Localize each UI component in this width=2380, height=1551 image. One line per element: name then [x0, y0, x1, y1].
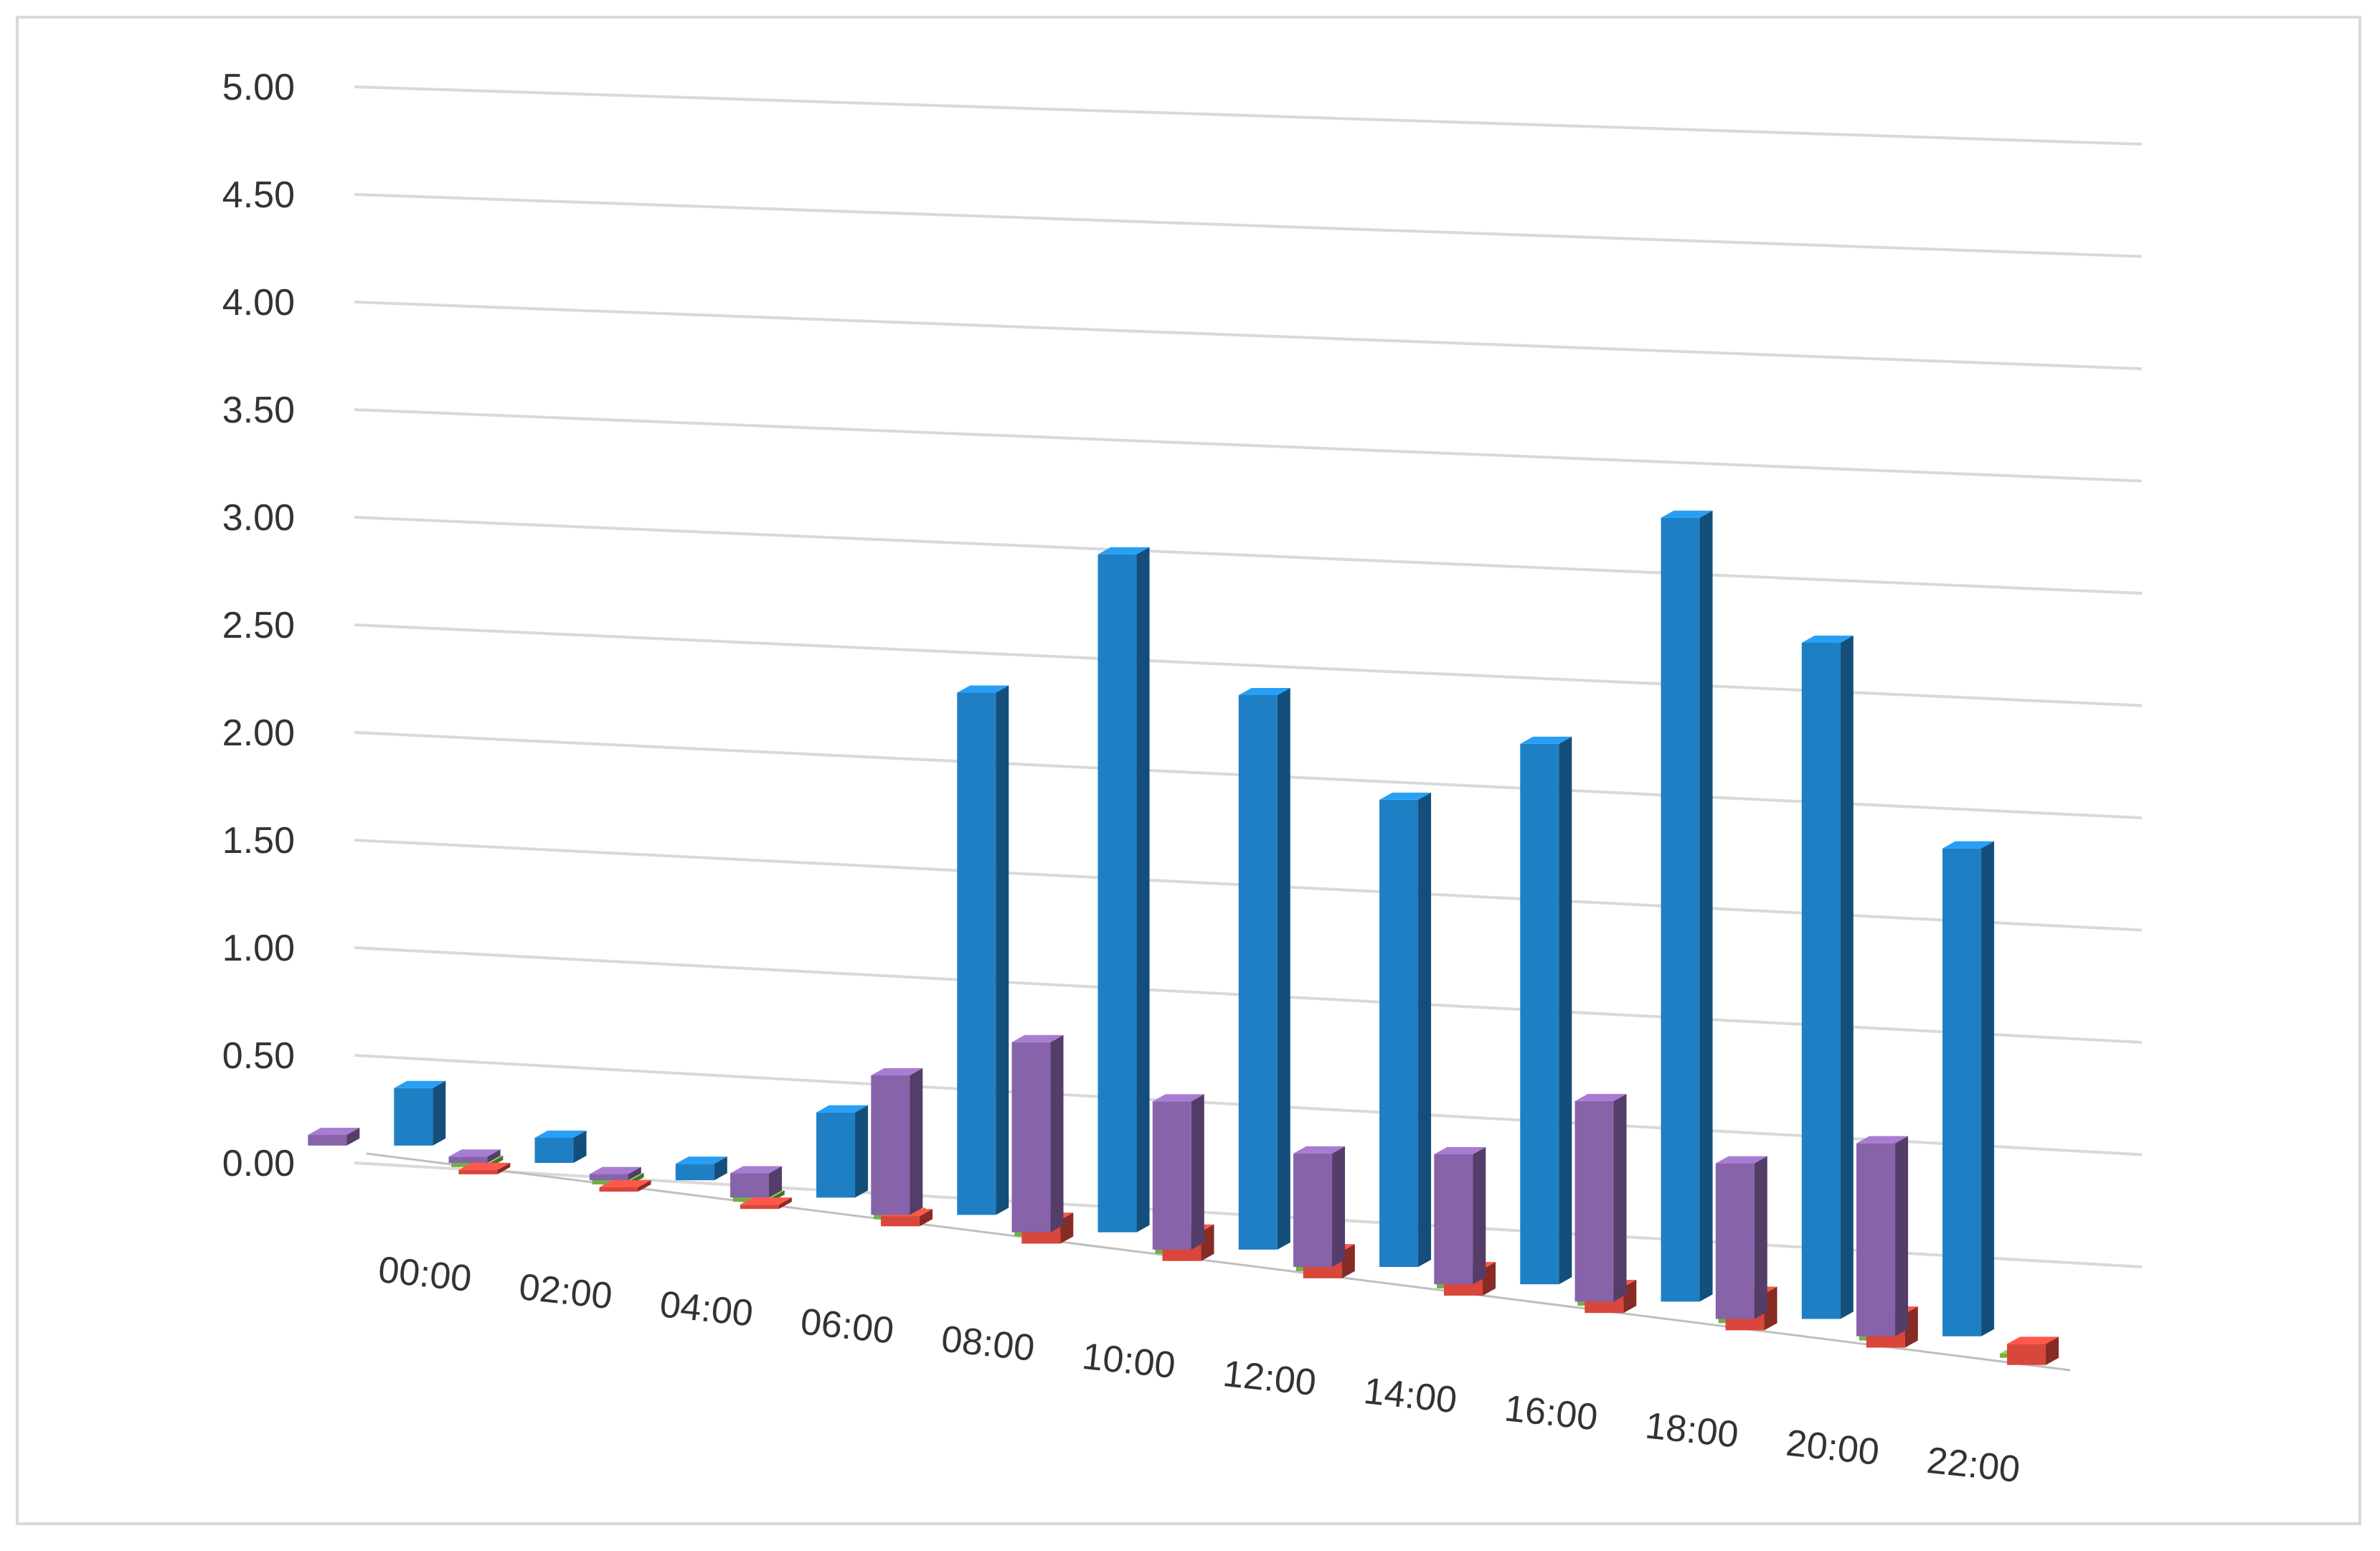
gridline [354, 85, 2143, 146]
bar [730, 1166, 783, 1198]
x-category-label: 00:00 [377, 1249, 473, 1300]
bar [1152, 1094, 1204, 1250]
y-axis-tick-labels: 0.00 0.50 1.00 1.50 2.00 2.50 3.00 3.50 4.00 4.50… [222, 67, 295, 1184]
gridline [354, 516, 2143, 595]
bars [308, 510, 2059, 1365]
x-category-label: 02:00 [517, 1266, 614, 1317]
bar [675, 1156, 727, 1181]
bar [394, 1080, 446, 1146]
bar [1434, 1147, 1486, 1285]
bar [1801, 635, 1854, 1319]
y-tick-label: 4.00 [222, 282, 295, 324]
y-tick-label: 4.50 [222, 174, 295, 216]
chart-frame: 0.00 0.50 1.00 1.50 2.00 2.50 3.00 3.50 4.00 4.50… [16, 16, 2361, 1525]
x-category-label: 16:00 [1503, 1387, 1600, 1438]
chart-floor [366, 1152, 2071, 1372]
gridline [354, 193, 2143, 258]
bar [1715, 1156, 1767, 1319]
bar [308, 1128, 360, 1146]
bar [448, 1149, 501, 1164]
x-axis-category-labels: 00:00 02:00 04:00 06:00 08:00 10:00 12:00 14:00… [377, 1249, 2022, 1491]
gridline [354, 301, 2143, 370]
y-tick-label: 3.00 [222, 497, 295, 539]
bar [1097, 547, 1150, 1232]
bar [599, 1180, 651, 1192]
x-category-label: 20:00 [1784, 1423, 1881, 1474]
bar [816, 1105, 869, 1198]
floor-edge [366, 1152, 2071, 1372]
y-tick-label: 1.00 [222, 928, 295, 969]
y-tick-label: 0.00 [222, 1143, 295, 1184]
x-category-label: 08:00 [940, 1319, 1036, 1370]
bar [1520, 736, 1572, 1285]
bar [1661, 510, 1713, 1302]
bar [2007, 1336, 2059, 1365]
x-category-label: 18:00 [1643, 1405, 1740, 1456]
x-category-label: 06:00 [798, 1301, 895, 1352]
bar [534, 1130, 587, 1164]
gridline [354, 408, 2143, 483]
y-tick-label: 2.00 [222, 712, 295, 754]
bar [1293, 1146, 1346, 1268]
bar [871, 1068, 923, 1215]
bar [1238, 687, 1290, 1250]
bar [740, 1197, 792, 1210]
y-tick-label: 2.50 [222, 605, 295, 646]
bar [1574, 1093, 1627, 1302]
bar [1379, 792, 1432, 1268]
x-category-label: 22:00 [1925, 1440, 2021, 1491]
bar [1942, 841, 1995, 1336]
y-tick-label: 0.50 [222, 1035, 295, 1077]
y-tick-label: 5.00 [222, 67, 295, 108]
x-category-label: 04:00 [658, 1283, 755, 1334]
bar [957, 685, 1009, 1215]
chart-plot: 0.00 0.50 1.00 1.50 2.00 2.50 3.00 3.50 4.00 4.50… [222, 67, 2143, 1491]
x-category-label: 10:00 [1080, 1336, 1177, 1387]
x-category-label: 14:00 [1361, 1370, 1458, 1421]
bar [589, 1166, 641, 1181]
y-tick-label: 1.50 [222, 820, 295, 862]
bar [458, 1162, 511, 1174]
bar [1856, 1136, 1909, 1336]
bar [1011, 1034, 1064, 1232]
y-tick-label: 3.50 [222, 390, 295, 431]
x-category-label: 12:00 [1221, 1353, 1318, 1404]
